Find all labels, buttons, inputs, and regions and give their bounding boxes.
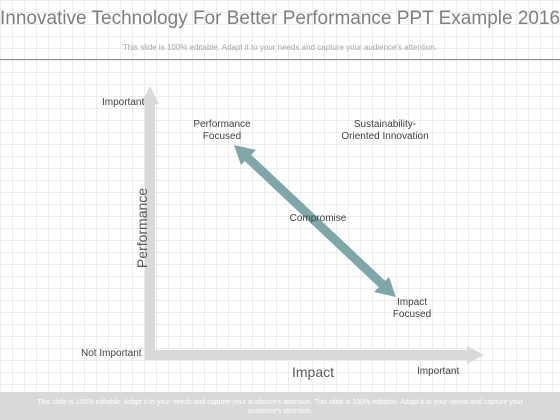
footer-text: This slide is 100% editable. Adapt it to… (37, 399, 523, 415)
x-axis-high-label: Important (417, 366, 460, 377)
y-axis-arrow (141, 86, 159, 353)
tradeoff-arrow (234, 145, 396, 297)
quadrant-sustainability-innovation: Sustainability- Oriented Innovation (341, 119, 429, 142)
slide-title: Innovative Technology For Better Perform… (0, 8, 560, 29)
quadrant-performance-focused: Performance Focused (193, 119, 251, 142)
footer-bar: This slide is 100% editable. Adapt it to… (0, 392, 560, 420)
tradeoff-arrowhead-top (234, 145, 256, 165)
tradeoff-arrowhead-bottom (374, 277, 396, 297)
y-axis-high-label: Important (102, 97, 145, 108)
quadrant-compromise: Compromise (289, 213, 347, 224)
header-divider (0, 59, 560, 60)
x-axis-title: Impact (291, 364, 335, 380)
y-axis-title: Performance (134, 187, 150, 269)
slide-subtitle: This slide is 100% editable. Adapt it to… (122, 43, 438, 52)
quadrant-impact-focused: Impact Focused (392, 297, 432, 320)
x-axis-arrow (145, 346, 484, 364)
origin-label: Not Important (81, 348, 142, 359)
